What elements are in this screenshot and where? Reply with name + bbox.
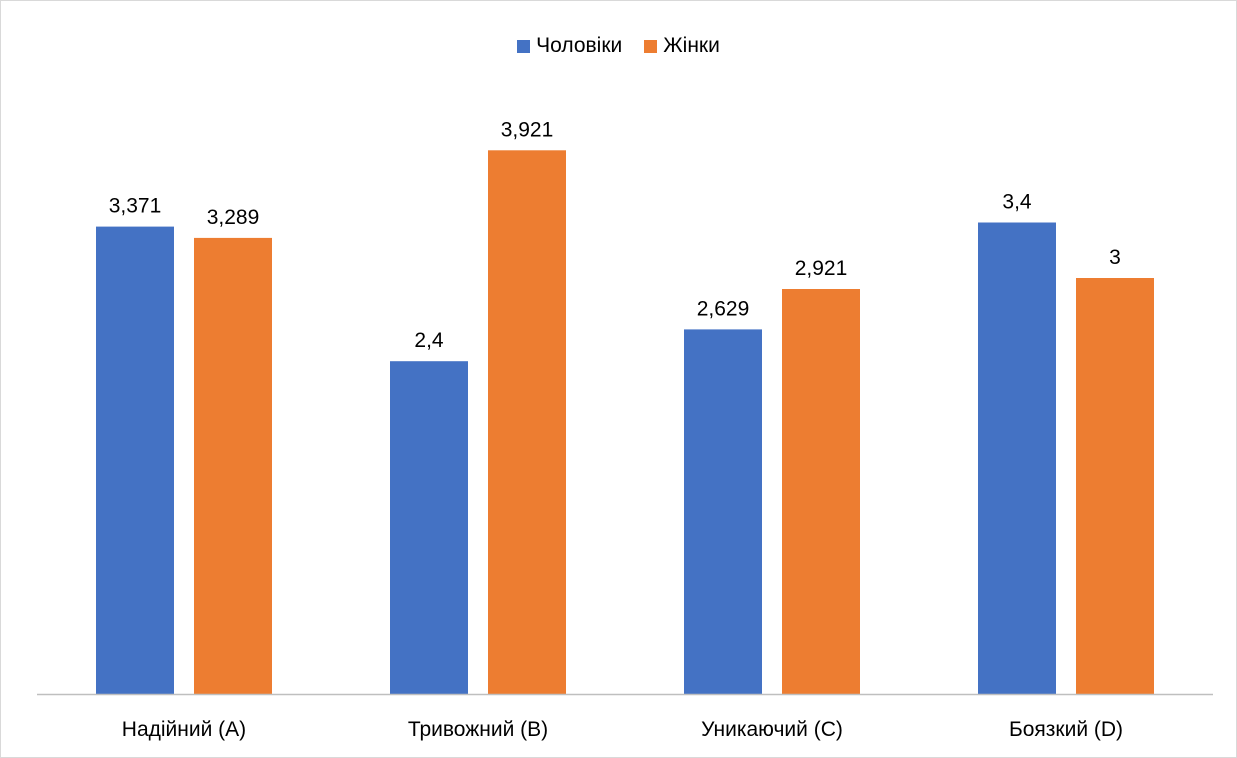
category-labels-group: Надійний (А) Тривожний (В) Уникаючий (С) Бо… — [122, 718, 1123, 741]
category-label-2: Тривожний (В) — [408, 718, 548, 741]
legend: Чоловіки Жінки — [0, 34, 1237, 58]
data-label-women-3: 2,921 — [795, 257, 848, 280]
bar-women-3 — [782, 289, 860, 694]
category-label-3: Уникаючий (С) — [701, 718, 843, 741]
bar-men-1 — [96, 226, 174, 694]
bar-men-2 — [390, 361, 468, 694]
legend-label-women: Жінки — [663, 34, 720, 57]
legend-item-men: Чоловіки — [517, 34, 622, 58]
category-label-4: Боязкий (D) — [1009, 718, 1123, 741]
legend-swatch-men — [517, 39, 531, 53]
legend-swatch-women — [644, 39, 658, 53]
bar-men-4 — [978, 222, 1056, 694]
data-label-women-4: 3 — [1109, 246, 1121, 269]
bar-men-3 — [684, 329, 762, 694]
data-label-men-1: 3,371 — [109, 195, 162, 218]
category-label-1: Надійний (А) — [122, 718, 246, 741]
bar-women-2 — [488, 150, 566, 695]
legend-label-men: Чоловіки — [536, 34, 623, 57]
legend-item-women: Жінки — [644, 34, 720, 58]
data-label-women-2: 3,921 — [501, 118, 554, 141]
bar-women-1 — [194, 237, 272, 694]
data-label-men-3: 2,629 — [697, 297, 750, 320]
data-label-men-2: 2,4 — [414, 329, 444, 352]
data-label-men-4: 3,4 — [1002, 191, 1032, 214]
bars-group — [96, 150, 1154, 695]
data-label-women-1: 3,289 — [207, 206, 260, 229]
bar-women-4 — [1076, 278, 1154, 694]
bar-labels-group: 3,371 3,289 2,4 3,921 2,629 2,921 3,4 3 — [109, 118, 1121, 352]
